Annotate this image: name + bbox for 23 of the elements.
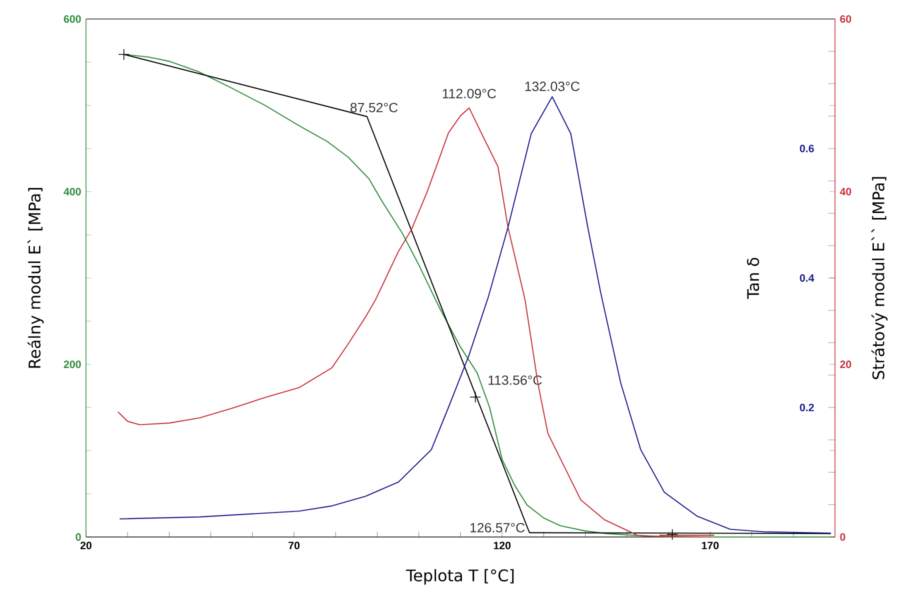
- x-tick-label: 120: [494, 542, 511, 550]
- y-tick-label: 400: [64, 188, 81, 196]
- annotation: 87.52°C: [350, 102, 398, 112]
- y2-tick-label: 20: [840, 360, 852, 368]
- annotation: 112.09°C: [442, 88, 496, 98]
- x-axis-title: Teplota T [°C]: [406, 569, 514, 585]
- y2-axis-title: Strátový modul E`` [MPa]: [871, 177, 888, 380]
- annotation: 126.57°C: [470, 522, 525, 532]
- y2-tick-label: 60: [840, 15, 852, 23]
- y3-axis-title: Tan δ: [747, 258, 760, 300]
- y-tick-label: 0: [76, 533, 81, 541]
- y2-tick-label: 40: [840, 188, 852, 196]
- y3-tick-label: 0.6: [800, 144, 814, 152]
- y2-tick-label: 0: [840, 533, 846, 541]
- y-axis-title: Reálny modul E` [MPa]: [28, 188, 44, 368]
- x-tick-label: 20: [80, 542, 92, 550]
- y-tick-label: 600: [64, 15, 81, 23]
- x-tick-label: 70: [288, 542, 300, 550]
- annotation: 132.03°C: [525, 82, 580, 92]
- y-tick-label: 200: [64, 360, 81, 368]
- y3-tick-label: 0.4: [800, 274, 814, 282]
- y3-tick-label: 0.2: [800, 404, 814, 412]
- x-tick-label: 170: [702, 542, 719, 550]
